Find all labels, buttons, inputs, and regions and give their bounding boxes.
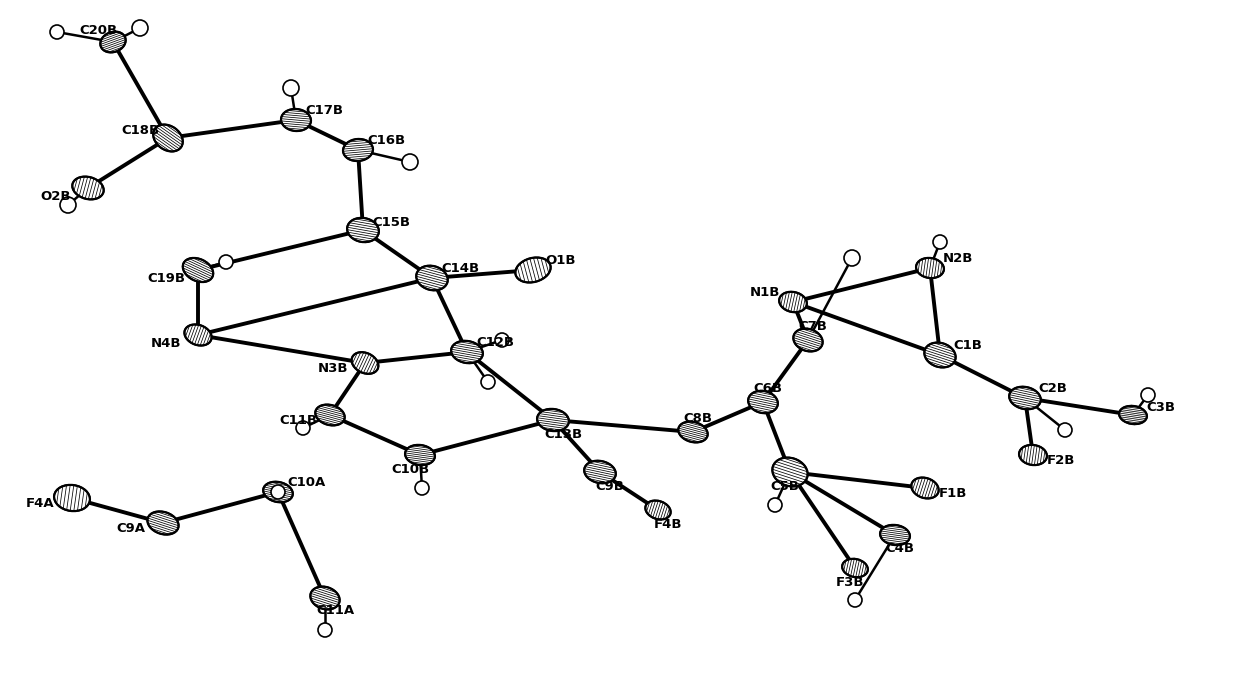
Ellipse shape xyxy=(451,341,483,363)
Text: C20B: C20B xyxy=(79,24,116,37)
Ellipse shape xyxy=(912,477,939,498)
Circle shape xyxy=(933,235,947,249)
Ellipse shape xyxy=(1119,406,1147,424)
Ellipse shape xyxy=(315,405,344,425)
Text: C18B: C18B xyxy=(121,124,159,137)
Text: C8B: C8B xyxy=(684,412,712,425)
Text: C14B: C14B xyxy=(441,262,479,275)
Ellipse shape xyxy=(748,391,778,413)
Circle shape xyxy=(318,623,332,637)
Text: C3B: C3B xyxy=(1146,400,1176,414)
Text: F4A: F4A xyxy=(26,496,55,509)
Ellipse shape xyxy=(779,291,807,312)
Text: C6B: C6B xyxy=(753,382,783,394)
Circle shape xyxy=(1141,388,1155,402)
Text: C7B: C7B xyxy=(799,319,828,332)
Text: C13B: C13B xyxy=(544,428,582,441)
Text: C5B: C5B xyxy=(771,480,799,493)
Ellipse shape xyxy=(536,409,569,431)
Text: O1B: O1B xyxy=(545,253,576,266)
Circle shape xyxy=(481,375,496,389)
Ellipse shape xyxy=(343,139,373,161)
Circle shape xyxy=(1058,423,1072,437)
Ellipse shape xyxy=(880,525,909,545)
Text: C11A: C11A xyxy=(316,604,354,616)
Ellipse shape xyxy=(405,445,435,465)
Ellipse shape xyxy=(263,482,292,502)
Text: C4B: C4B xyxy=(886,543,914,555)
Text: N2B: N2B xyxy=(943,251,973,264)
Ellipse shape xyxy=(55,485,90,511)
Ellipse shape xyxy=(100,32,125,52)
Circle shape xyxy=(401,154,418,170)
Circle shape xyxy=(415,481,429,495)
Ellipse shape xyxy=(1010,387,1041,409)
Text: C11B: C11B xyxy=(279,414,317,427)
Circle shape xyxy=(133,20,147,36)
Text: C9A: C9A xyxy=(116,521,145,534)
Circle shape xyxy=(59,197,76,213)
Ellipse shape xyxy=(183,258,213,282)
Ellipse shape xyxy=(310,586,339,609)
Ellipse shape xyxy=(646,500,670,519)
Ellipse shape xyxy=(154,124,183,151)
Ellipse shape xyxy=(72,176,104,199)
Text: C19B: C19B xyxy=(147,271,185,285)
Text: F3B: F3B xyxy=(836,575,865,589)
Text: N3B: N3B xyxy=(317,362,348,375)
Text: C17B: C17B xyxy=(305,103,343,117)
Ellipse shape xyxy=(185,325,212,346)
Circle shape xyxy=(282,80,299,96)
Ellipse shape xyxy=(793,328,823,351)
Ellipse shape xyxy=(1018,445,1047,465)
Text: C2B: C2B xyxy=(1038,382,1068,394)
Ellipse shape xyxy=(584,461,616,483)
Ellipse shape xyxy=(924,343,955,367)
Circle shape xyxy=(844,250,860,266)
Ellipse shape xyxy=(916,258,944,278)
Text: C1B: C1B xyxy=(954,339,983,351)
Text: C9B: C9B xyxy=(596,480,624,493)
Ellipse shape xyxy=(515,257,550,282)
Circle shape xyxy=(296,421,310,435)
Ellipse shape xyxy=(347,218,379,242)
Text: O2B: O2B xyxy=(41,189,72,203)
Ellipse shape xyxy=(416,266,447,290)
Text: C10A: C10A xyxy=(287,475,325,489)
Text: C10B: C10B xyxy=(392,462,429,475)
Circle shape xyxy=(847,593,862,607)
Text: F2B: F2B xyxy=(1047,453,1075,466)
Ellipse shape xyxy=(772,457,808,486)
Ellipse shape xyxy=(352,352,378,374)
Circle shape xyxy=(768,498,782,512)
Text: N1B: N1B xyxy=(750,285,781,298)
Circle shape xyxy=(219,255,233,269)
Ellipse shape xyxy=(281,109,311,131)
Circle shape xyxy=(496,333,509,347)
Text: C16B: C16B xyxy=(367,133,405,146)
Text: N4B: N4B xyxy=(151,337,181,350)
Circle shape xyxy=(50,25,64,39)
Ellipse shape xyxy=(147,511,178,534)
Circle shape xyxy=(271,485,285,499)
Text: F4B: F4B xyxy=(654,518,683,530)
Text: C15B: C15B xyxy=(372,216,410,228)
Ellipse shape xyxy=(678,421,707,442)
Ellipse shape xyxy=(843,559,867,577)
Text: F1B: F1B xyxy=(939,486,968,500)
Text: C12B: C12B xyxy=(476,335,514,348)
